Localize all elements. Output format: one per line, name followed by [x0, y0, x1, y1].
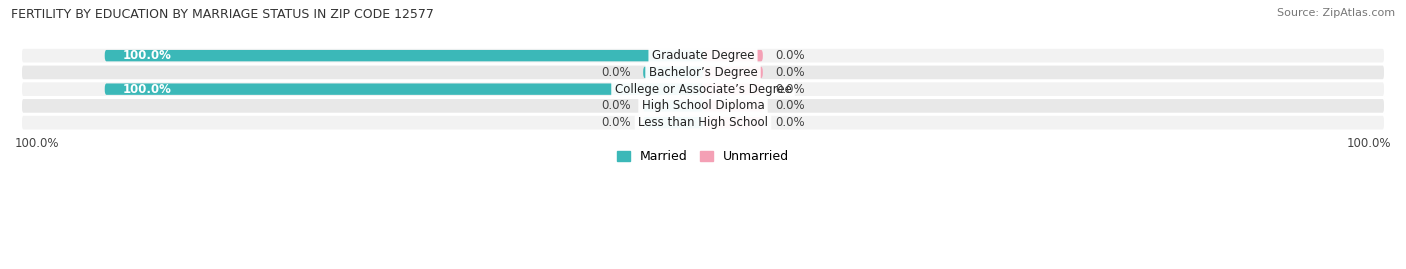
- FancyBboxPatch shape: [703, 83, 763, 95]
- FancyBboxPatch shape: [643, 67, 703, 78]
- Text: 100.0%: 100.0%: [122, 83, 172, 96]
- FancyBboxPatch shape: [21, 81, 1385, 97]
- Text: 0.0%: 0.0%: [775, 66, 804, 79]
- Text: Less than High School: Less than High School: [638, 116, 768, 129]
- FancyBboxPatch shape: [703, 67, 763, 78]
- FancyBboxPatch shape: [104, 50, 703, 61]
- Text: Graduate Degree: Graduate Degree: [652, 49, 754, 62]
- FancyBboxPatch shape: [703, 50, 763, 61]
- Text: 0.0%: 0.0%: [602, 66, 631, 79]
- Text: 0.0%: 0.0%: [602, 100, 631, 112]
- Text: 100.0%: 100.0%: [1347, 137, 1391, 150]
- FancyBboxPatch shape: [21, 98, 1385, 114]
- Legend: Married, Unmarried: Married, Unmarried: [612, 145, 794, 168]
- Text: FERTILITY BY EDUCATION BY MARRIAGE STATUS IN ZIP CODE 12577: FERTILITY BY EDUCATION BY MARRIAGE STATU…: [11, 8, 434, 21]
- Text: High School Diploma: High School Diploma: [641, 100, 765, 112]
- Text: 0.0%: 0.0%: [775, 83, 804, 96]
- FancyBboxPatch shape: [21, 48, 1385, 63]
- FancyBboxPatch shape: [703, 117, 763, 128]
- FancyBboxPatch shape: [21, 115, 1385, 130]
- FancyBboxPatch shape: [21, 65, 1385, 80]
- Text: Bachelor’s Degree: Bachelor’s Degree: [648, 66, 758, 79]
- FancyBboxPatch shape: [643, 100, 703, 112]
- FancyBboxPatch shape: [703, 100, 763, 112]
- Text: 0.0%: 0.0%: [775, 116, 804, 129]
- Text: 0.0%: 0.0%: [775, 100, 804, 112]
- FancyBboxPatch shape: [643, 117, 703, 128]
- FancyBboxPatch shape: [104, 83, 703, 95]
- Text: College or Associate’s Degree: College or Associate’s Degree: [614, 83, 792, 96]
- Text: 0.0%: 0.0%: [775, 49, 804, 62]
- Text: 0.0%: 0.0%: [602, 116, 631, 129]
- Text: 100.0%: 100.0%: [122, 49, 172, 62]
- Text: 100.0%: 100.0%: [15, 137, 59, 150]
- Text: Source: ZipAtlas.com: Source: ZipAtlas.com: [1277, 8, 1395, 18]
